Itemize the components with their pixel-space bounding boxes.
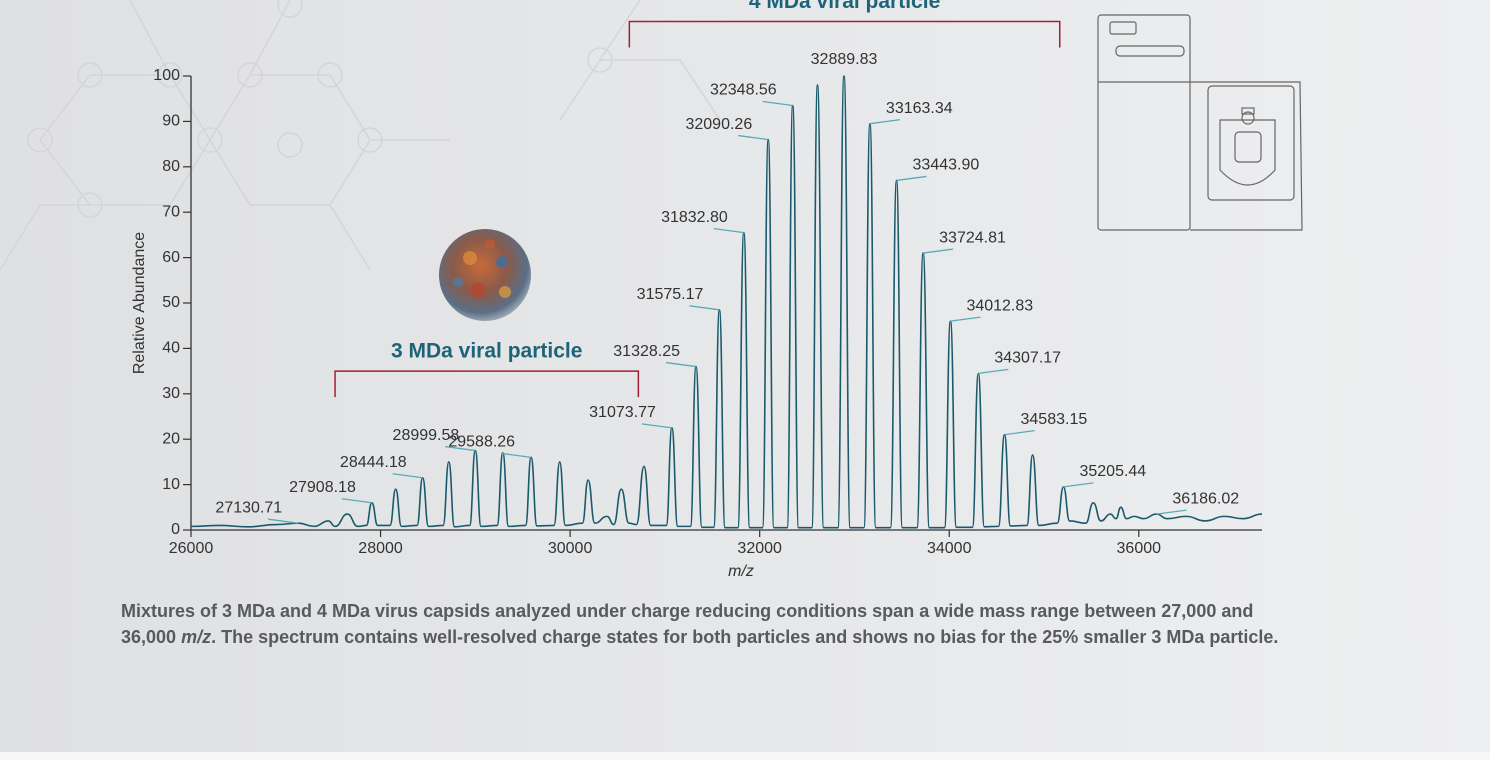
- peak-label: 28999.58: [393, 427, 460, 444]
- peak-label: 34583.15: [1021, 411, 1088, 428]
- peak-label: 31328.25: [613, 343, 680, 360]
- instrument-image: [1097, 14, 1303, 231]
- virus-image: [439, 229, 531, 321]
- peak-label: 33443.90: [913, 157, 980, 174]
- x-tick-label: 32000: [737, 540, 782, 557]
- leader-line: [713, 227, 744, 234]
- leader-line: [445, 445, 476, 452]
- peak-label: 31575.17: [637, 286, 704, 303]
- peak-label: 27130.71: [215, 499, 282, 516]
- leader-line: [1156, 509, 1187, 515]
- peak-label: 32348.56: [710, 82, 777, 99]
- x-tick-label: 30000: [548, 540, 593, 557]
- y-tick-label: 50: [162, 294, 180, 311]
- leader-line: [268, 518, 299, 524]
- leader-line: [896, 175, 927, 182]
- leader-line: [341, 498, 372, 504]
- y-axis-label: Relative Abundance: [131, 232, 148, 374]
- caption-text: m/z: [181, 627, 212, 647]
- peak-label: 29588.26: [448, 434, 515, 451]
- x-tick-label: 28000: [358, 540, 403, 557]
- y-tick-label: 100: [153, 67, 180, 84]
- leader-line: [923, 248, 954, 254]
- y-tick-label: 80: [162, 158, 180, 175]
- peak-label: 33163.34: [886, 100, 953, 117]
- leader-line: [762, 100, 793, 107]
- leader-line: [978, 368, 1009, 375]
- x-tick-label: 36000: [1117, 540, 1162, 557]
- spectrum-line: [190, 75, 1263, 529]
- peak-label: 31832.80: [661, 209, 728, 226]
- peak-label: 31073.77: [589, 404, 656, 421]
- leader-line: [869, 119, 901, 125]
- leader-line: [392, 473, 423, 479]
- leader-line: [501, 452, 532, 459]
- caption-text: Mixtures of 3 MDa and 4 MDa virus capsid…: [121, 601, 1254, 647]
- footer-band: [0, 752, 1490, 760]
- bracket: [334, 370, 640, 398]
- peak-label: 34307.17: [994, 350, 1061, 367]
- peak-label: 34012.83: [966, 297, 1033, 314]
- leader-line: [1063, 482, 1094, 488]
- leader-line: [1004, 430, 1035, 436]
- caption: Mixtures of 3 MDa and 4 MDa virus capsid…: [121, 598, 1291, 650]
- peak-label: 35205.44: [1079, 463, 1146, 480]
- y-tick-label: 40: [162, 340, 180, 357]
- bracket: [628, 20, 1061, 48]
- peak-label: 32889.83: [811, 51, 878, 68]
- leader-line: [689, 305, 720, 311]
- y-tick-label: 30: [162, 385, 180, 402]
- leader-line: [641, 423, 672, 429]
- leader-line: [665, 361, 697, 368]
- peak-label: 33724.81: [939, 229, 1006, 246]
- x-tick-label: 34000: [927, 540, 972, 557]
- peak-label: 27908.18: [289, 479, 356, 496]
- y-tick-label: 20: [162, 430, 180, 447]
- y-tick-label: 60: [162, 249, 180, 266]
- y-tick-label: 70: [162, 203, 180, 220]
- leader-line: [950, 316, 981, 322]
- x-axis-label: m/z: [728, 563, 754, 580]
- x-tick-label: 26000: [169, 540, 214, 557]
- y-tick-label: 0: [171, 521, 180, 538]
- y-tick-label: 10: [162, 476, 180, 493]
- caption-text: . The spectrum contains well-resolved ch…: [211, 627, 1279, 647]
- y-tick-label: 90: [162, 113, 180, 130]
- peak-label: 32090.26: [685, 116, 752, 133]
- peak-label: 36186.02: [1172, 490, 1239, 507]
- hexagon-pattern: [0, 0, 721, 271]
- bracket-label: 4 MDa viral particle: [749, 0, 940, 13]
- leader-line: [738, 134, 769, 141]
- bracket-label: 3 MDa viral particle: [391, 340, 582, 363]
- peak-label: 28444.18: [340, 454, 407, 471]
